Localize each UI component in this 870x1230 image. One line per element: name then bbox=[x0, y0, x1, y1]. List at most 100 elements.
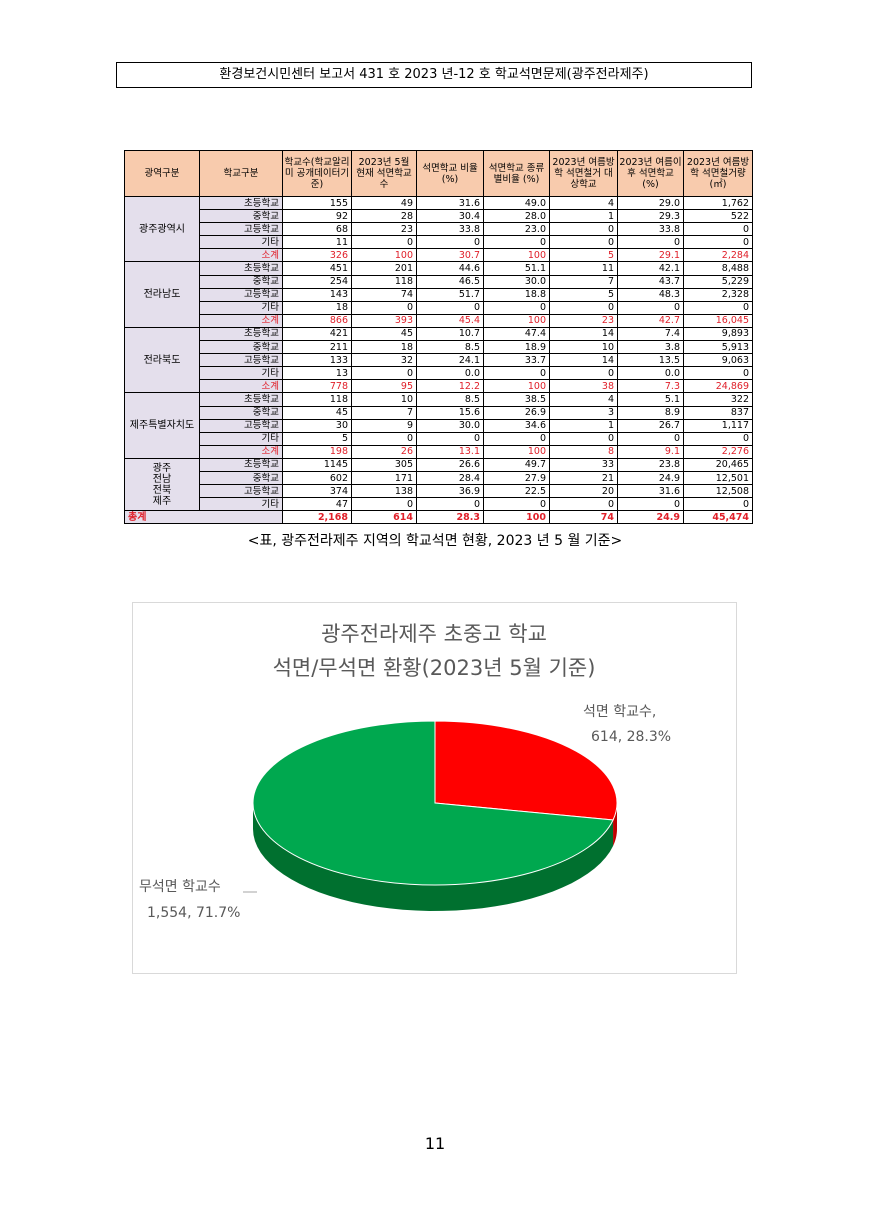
table-row: 고등학교 374 138 36.9 22.5 20 31.6 12,508 bbox=[125, 484, 753, 499]
slice-label: 석면 학교수, bbox=[583, 704, 656, 720]
value-cell: 0 bbox=[549, 366, 618, 381]
school-type-cell: 소계 bbox=[199, 379, 283, 394]
value-cell: 7.3 bbox=[617, 379, 684, 394]
value-cell: 0 bbox=[683, 431, 753, 446]
value-cell: 31.6 bbox=[617, 484, 684, 499]
value-cell: 0 bbox=[617, 497, 684, 512]
table-row: 고등학교 68 23 33.8 23.0 0 33.8 0 bbox=[125, 222, 753, 237]
value-cell: 47 bbox=[282, 497, 352, 512]
value-cell: 254 bbox=[282, 274, 352, 289]
value-cell: 1145 bbox=[282, 457, 352, 472]
school-type-cell: 소계 bbox=[199, 248, 283, 263]
value-cell: 0 bbox=[483, 497, 550, 512]
chart-title: 광주전라제주 초중고 학교 bbox=[321, 622, 547, 646]
table-row: 기타 11 0 0 0 0 0 0 bbox=[125, 235, 753, 250]
value-cell: 1 bbox=[549, 209, 618, 224]
value-cell: 2,284 bbox=[683, 248, 753, 263]
value-cell: 24.1 bbox=[416, 353, 484, 368]
value-cell: 0 bbox=[351, 366, 417, 381]
value-cell: 0 bbox=[416, 300, 484, 315]
column-header: 학교구분 bbox=[199, 150, 283, 197]
value-cell: 18 bbox=[351, 340, 417, 355]
value-cell: 0 bbox=[549, 300, 618, 315]
value-cell: 2,328 bbox=[683, 287, 753, 302]
school-type-cell: 기타 bbox=[199, 366, 283, 381]
value-cell: 0 bbox=[483, 235, 550, 250]
table-row: 고등학교 143 74 51.7 18.8 5 48.3 2,328 bbox=[125, 287, 753, 302]
value-cell: 8.5 bbox=[416, 340, 484, 355]
total-value-cell: 24.9 bbox=[617, 510, 684, 525]
value-cell: 38 bbox=[549, 379, 618, 394]
school-type-cell: 고등학교 bbox=[199, 418, 283, 433]
value-cell: 522 bbox=[683, 209, 753, 224]
column-header: 석면학교 종류별비율 (%) bbox=[483, 150, 550, 197]
table-row: 중학교 602 171 28.4 27.9 21 24.9 12,501 bbox=[125, 470, 753, 486]
value-cell: 0 bbox=[683, 235, 753, 250]
value-cell: 27.9 bbox=[483, 470, 550, 486]
value-cell: 42.1 bbox=[617, 261, 684, 276]
value-cell: 0 bbox=[351, 431, 417, 446]
value-cell: 23 bbox=[351, 222, 417, 237]
pie-slice-side bbox=[613, 803, 617, 846]
school-type-cell: 초등학교 bbox=[199, 195, 283, 211]
value-cell: 14 bbox=[549, 353, 618, 368]
school-type-cell: 소계 bbox=[199, 444, 283, 459]
value-cell: 138 bbox=[351, 484, 417, 499]
value-cell: 451 bbox=[282, 261, 352, 276]
table-row: 전라북도 초등학교 421 45 10.7 47.4 14 7.4 9,893 bbox=[124, 326, 753, 394]
value-cell: 30.0 bbox=[416, 418, 484, 433]
value-cell: 12.2 bbox=[416, 379, 484, 394]
value-cell: 12,508 bbox=[683, 484, 753, 499]
report-header: 환경보건시민센터 보고서 431 호 2023 년-12 호 학교석면문제(광주… bbox=[116, 62, 752, 88]
pie-chart: 광주전라제주 초중고 학교석면/무석면 환황(2023년 5월 기준) 석면 학교… bbox=[139, 622, 671, 921]
value-cell: 1,117 bbox=[683, 418, 753, 433]
value-cell: 44.6 bbox=[416, 261, 484, 276]
value-cell: 171 bbox=[351, 470, 417, 486]
total-value-cell: 45,474 bbox=[683, 510, 753, 525]
total-value-cell: 100 bbox=[483, 510, 550, 525]
value-cell: 374 bbox=[282, 484, 352, 499]
table-row: 중학교 211 18 8.5 18.9 10 3.8 5,913 bbox=[125, 340, 753, 355]
table-row: 중학교 254 118 46.5 30.0 7 43.7 5,229 bbox=[125, 274, 753, 289]
school-type-cell: 고등학교 bbox=[199, 484, 283, 499]
value-cell: 29.1 bbox=[617, 248, 684, 263]
value-cell: 29.0 bbox=[617, 195, 684, 211]
value-cell: 30 bbox=[282, 418, 352, 433]
value-cell: 13.5 bbox=[617, 353, 684, 368]
value-cell: 4 bbox=[549, 195, 618, 211]
column-header: 2023년 여름방학 석면철거 대상학교 bbox=[549, 150, 618, 197]
value-cell: 0 bbox=[683, 366, 753, 381]
value-cell: 95 bbox=[351, 379, 417, 394]
value-cell: 8.5 bbox=[416, 392, 484, 407]
value-cell: 100 bbox=[483, 379, 550, 394]
pie-chart-frame: 광주전라제주 초중고 학교 석면/무석면 환황(2023년 5월 기준) 석면 학교… bbox=[132, 602, 737, 974]
value-cell: 7 bbox=[549, 274, 618, 289]
value-cell: 0 bbox=[351, 497, 417, 512]
value-cell: 3.8 bbox=[617, 340, 684, 355]
value-cell: 5.1 bbox=[617, 392, 684, 407]
value-cell: 7 bbox=[351, 405, 417, 420]
value-cell: 24.9 bbox=[617, 470, 684, 486]
value-cell: 10.7 bbox=[416, 326, 484, 342]
slice-label: 무석면 학교수 bbox=[139, 879, 221, 895]
value-cell: 11 bbox=[549, 261, 618, 276]
value-cell: 30.4 bbox=[416, 209, 484, 224]
page-number: 11 bbox=[424, 1134, 446, 1153]
column-header: 석면학교 비율(%) bbox=[416, 150, 484, 197]
school-type-cell: 초등학교 bbox=[199, 326, 283, 342]
value-cell: 0 bbox=[549, 222, 618, 237]
value-cell: 16,045 bbox=[683, 313, 753, 328]
value-cell: 421 bbox=[282, 326, 352, 342]
school-type-cell: 중학교 bbox=[199, 340, 283, 355]
value-cell: 0 bbox=[416, 235, 484, 250]
value-cell: 11 bbox=[282, 235, 352, 250]
table-row: 전라남도 초등학교 451 201 44.6 51.1 11 42.1 8,488 bbox=[124, 261, 753, 328]
value-cell: 5 bbox=[549, 287, 618, 302]
total-value-cell: 28.3 bbox=[416, 510, 484, 525]
subtotal-row: 소계 198 26 13.1 100 8 9.1 2,276 bbox=[125, 444, 753, 459]
value-cell: 201 bbox=[351, 261, 417, 276]
school-type-cell: 초등학교 bbox=[199, 457, 283, 472]
value-cell: 5 bbox=[549, 248, 618, 263]
value-cell: 393 bbox=[351, 313, 417, 328]
region-cell: 제주특별자치도 bbox=[124, 392, 200, 459]
